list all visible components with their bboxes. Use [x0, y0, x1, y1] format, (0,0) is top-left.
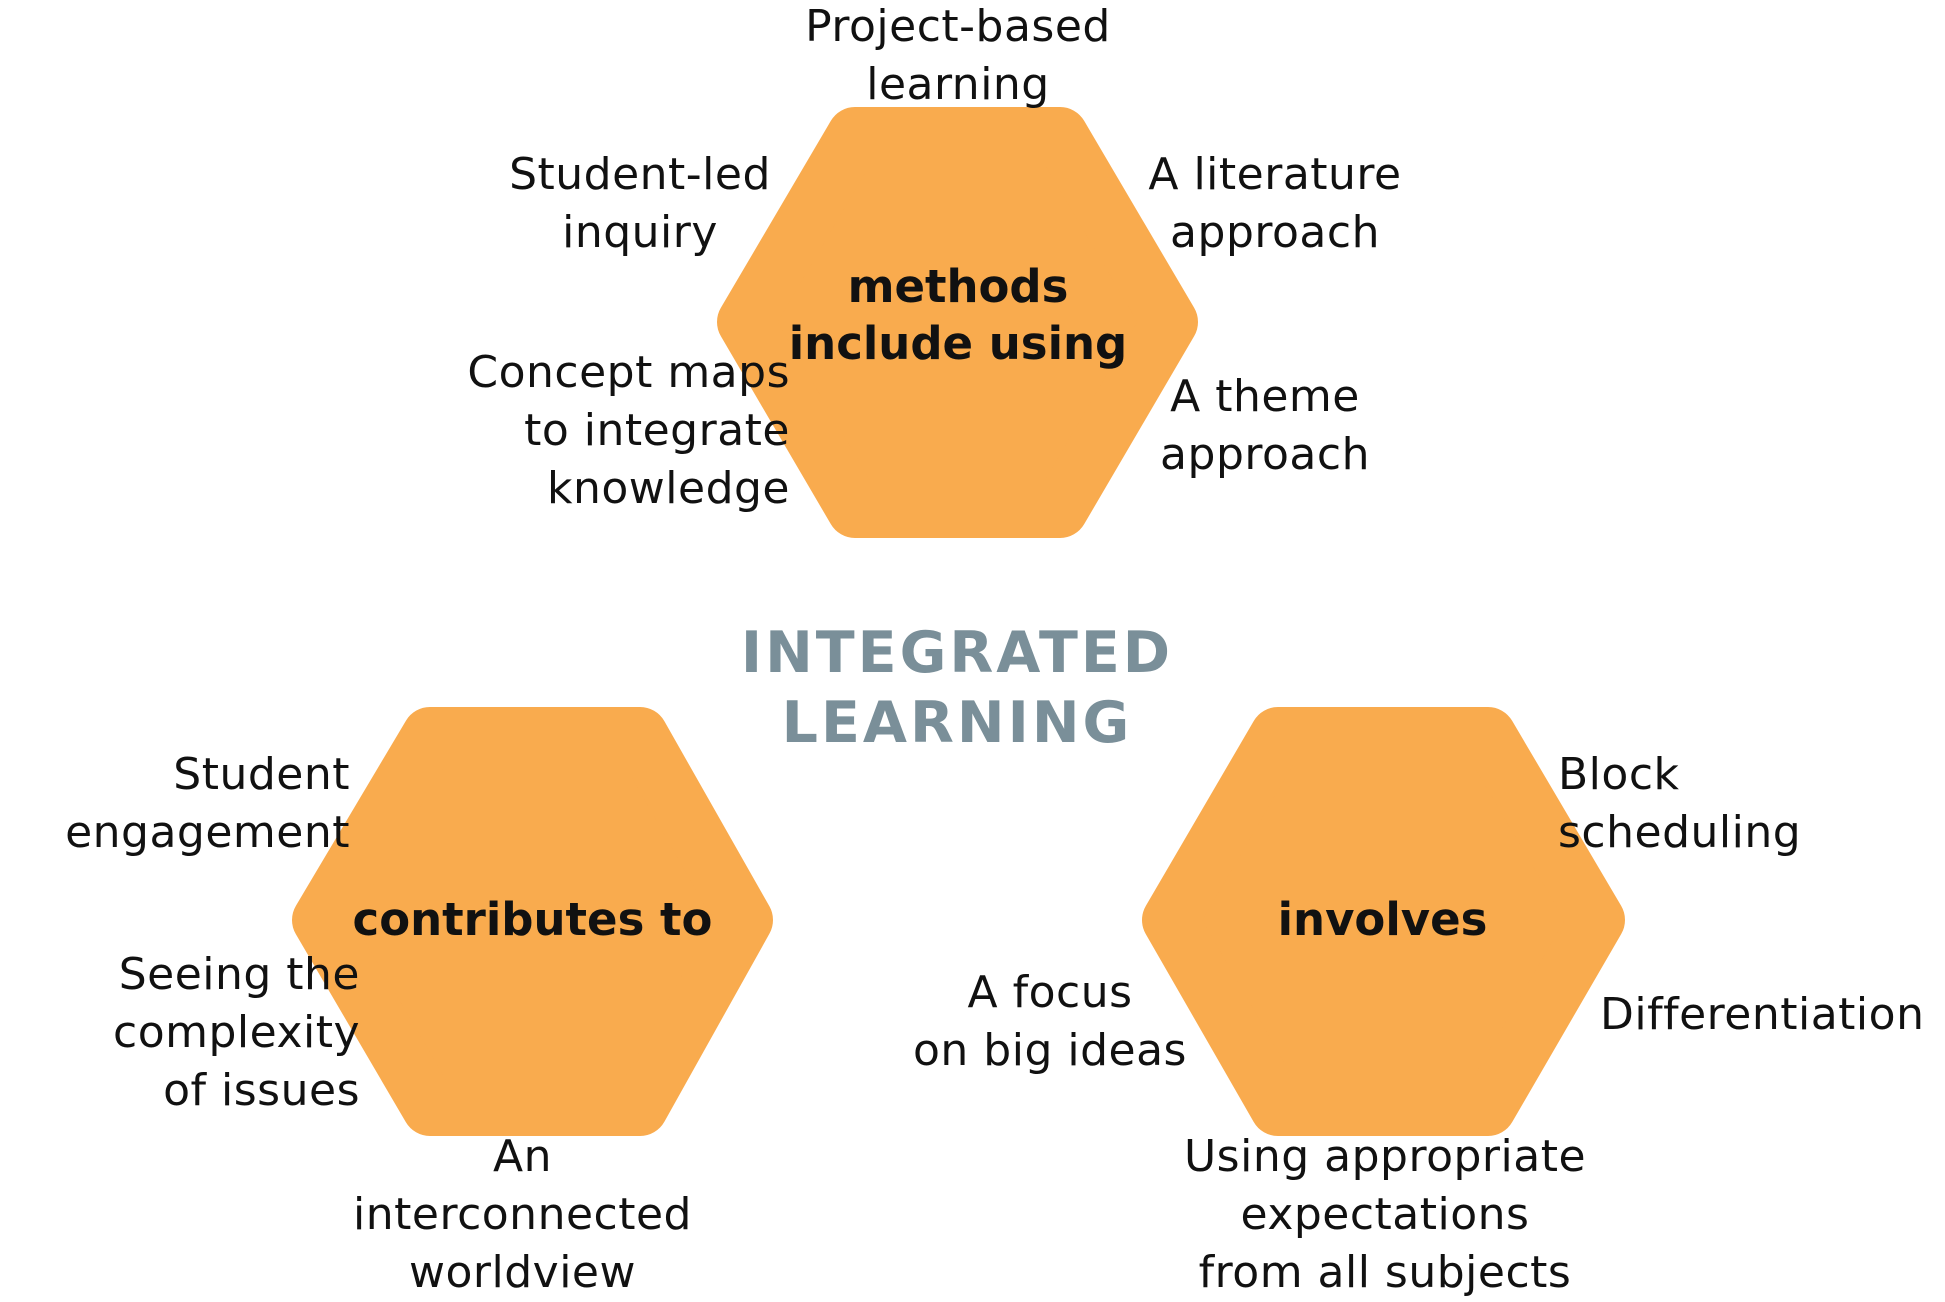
item-complexity-of-issues: Seeing the complexity of issues	[113, 949, 360, 1116]
hexagon-contributes	[292, 707, 773, 1136]
item-concept-maps: Concept maps to integrate knowledge	[467, 347, 790, 514]
item-student-led-inquiry: Student-led inquiry	[509, 149, 771, 258]
hexagon-contributes-label: contributes to	[352, 893, 713, 946]
item-focus-big-ideas: A focus on big ideas	[913, 967, 1187, 1076]
hexagon-involves-label: involves	[1277, 893, 1488, 946]
item-theme-approach: A theme approach	[1160, 371, 1370, 480]
item-student-engagement: Student engagement	[65, 749, 350, 858]
item-appropriate-expectations: Using appropriate expectations from all …	[1183, 1131, 1587, 1298]
hexagon-methods	[717, 107, 1198, 538]
item-project-based-learning: Project-based learning	[805, 1, 1111, 110]
hexagon-involves	[1142, 707, 1625, 1136]
hexagon-methods-label: methods include using	[788, 260, 1128, 370]
item-differentiation: Differentiation	[1600, 989, 1925, 1040]
item-block-scheduling: Block scheduling	[1558, 749, 1802, 858]
center-title: INTEGRATED LEARNING	[740, 620, 1174, 756]
item-interconnected-worldview: An interconnected worldview	[353, 1131, 692, 1298]
item-literature-approach: A literature approach	[1148, 149, 1402, 258]
